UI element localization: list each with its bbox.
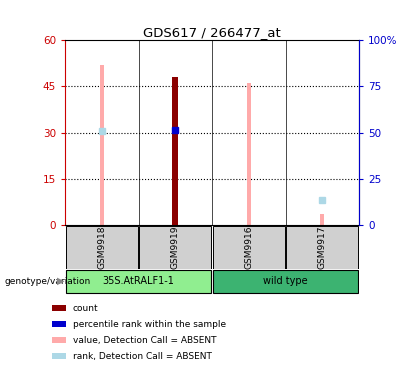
Bar <box>320 214 324 225</box>
Bar <box>172 77 178 225</box>
Text: percentile rank within the sample: percentile rank within the sample <box>73 320 226 329</box>
Text: GSM9916: GSM9916 <box>244 226 253 269</box>
Bar <box>213 270 358 293</box>
Text: value, Detection Call = ABSENT: value, Detection Call = ABSENT <box>73 336 216 345</box>
Text: wild type: wild type <box>263 276 308 287</box>
Bar <box>173 77 177 225</box>
Text: 35S.AtRALF1-1: 35S.AtRALF1-1 <box>102 276 175 287</box>
Bar <box>139 226 211 269</box>
Bar <box>52 353 66 359</box>
Text: count: count <box>73 304 98 313</box>
Text: genotype/variation: genotype/variation <box>4 277 90 285</box>
Text: GSM9917: GSM9917 <box>318 226 327 269</box>
Bar <box>213 226 285 269</box>
Text: GSM9919: GSM9919 <box>171 226 180 269</box>
Bar <box>52 305 66 311</box>
Text: GSM9918: GSM9918 <box>97 226 106 269</box>
Bar <box>247 83 251 225</box>
Text: ▶: ▶ <box>57 276 64 286</box>
Bar <box>100 65 104 225</box>
Text: rank, Detection Call = ABSENT: rank, Detection Call = ABSENT <box>73 352 211 361</box>
Title: GDS617 / 266477_at: GDS617 / 266477_at <box>143 26 281 39</box>
Bar <box>52 321 66 327</box>
Bar <box>52 337 66 343</box>
Bar <box>66 226 138 269</box>
Bar <box>286 226 358 269</box>
Bar <box>66 270 211 293</box>
